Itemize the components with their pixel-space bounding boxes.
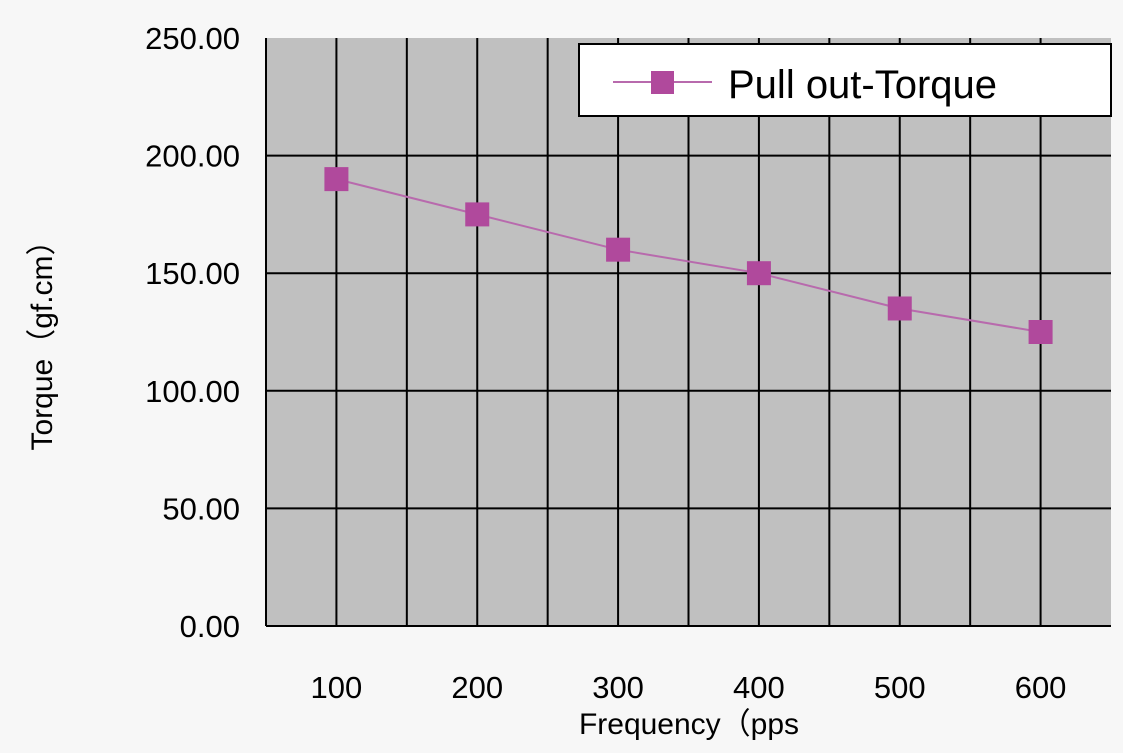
x-tick-label: 200: [451, 670, 503, 705]
data-point-marker: [606, 237, 631, 262]
x-tick-label: 400: [733, 670, 785, 705]
x-tick-label: 100: [311, 670, 363, 705]
x-tick-label: 500: [874, 670, 926, 705]
data-point-marker: [324, 167, 349, 192]
series-line: [336, 178, 1041, 333]
axes: [265, 38, 1111, 627]
legend-label: Pull out-Torque: [728, 63, 997, 107]
series-group: [324, 167, 1053, 344]
data-point-marker: [1028, 320, 1053, 344]
y-axis-title: Torque（gf.cm）: [26, 225, 59, 450]
x-axis-title: Frequency（pps: [579, 708, 799, 741]
x-tick-labels: 100 200 300 400 500 600: [311, 670, 1067, 705]
y-tick-label: 0.00: [180, 609, 240, 644]
y-tick-label: 50.00: [162, 491, 240, 526]
x-tick-label: 600: [1015, 670, 1067, 705]
legend: Pull out-Torque: [578, 43, 1112, 117]
gridlines: [266, 38, 1111, 626]
data-point-marker: [887, 296, 912, 321]
data-point-marker: [465, 202, 490, 227]
y-tick-label: 100.00: [145, 374, 240, 409]
y-tick-labels: 0.00 50.00 100.00 150.00 200.00 250.00: [145, 21, 240, 644]
y-tick-label: 250.00: [145, 21, 240, 56]
y-tick-label: 150.00: [145, 256, 240, 291]
data-point-marker: [746, 261, 771, 286]
x-tick-label: 300: [592, 670, 644, 705]
legend-marker: [651, 71, 674, 94]
y-tick-label: 200.00: [145, 139, 240, 174]
